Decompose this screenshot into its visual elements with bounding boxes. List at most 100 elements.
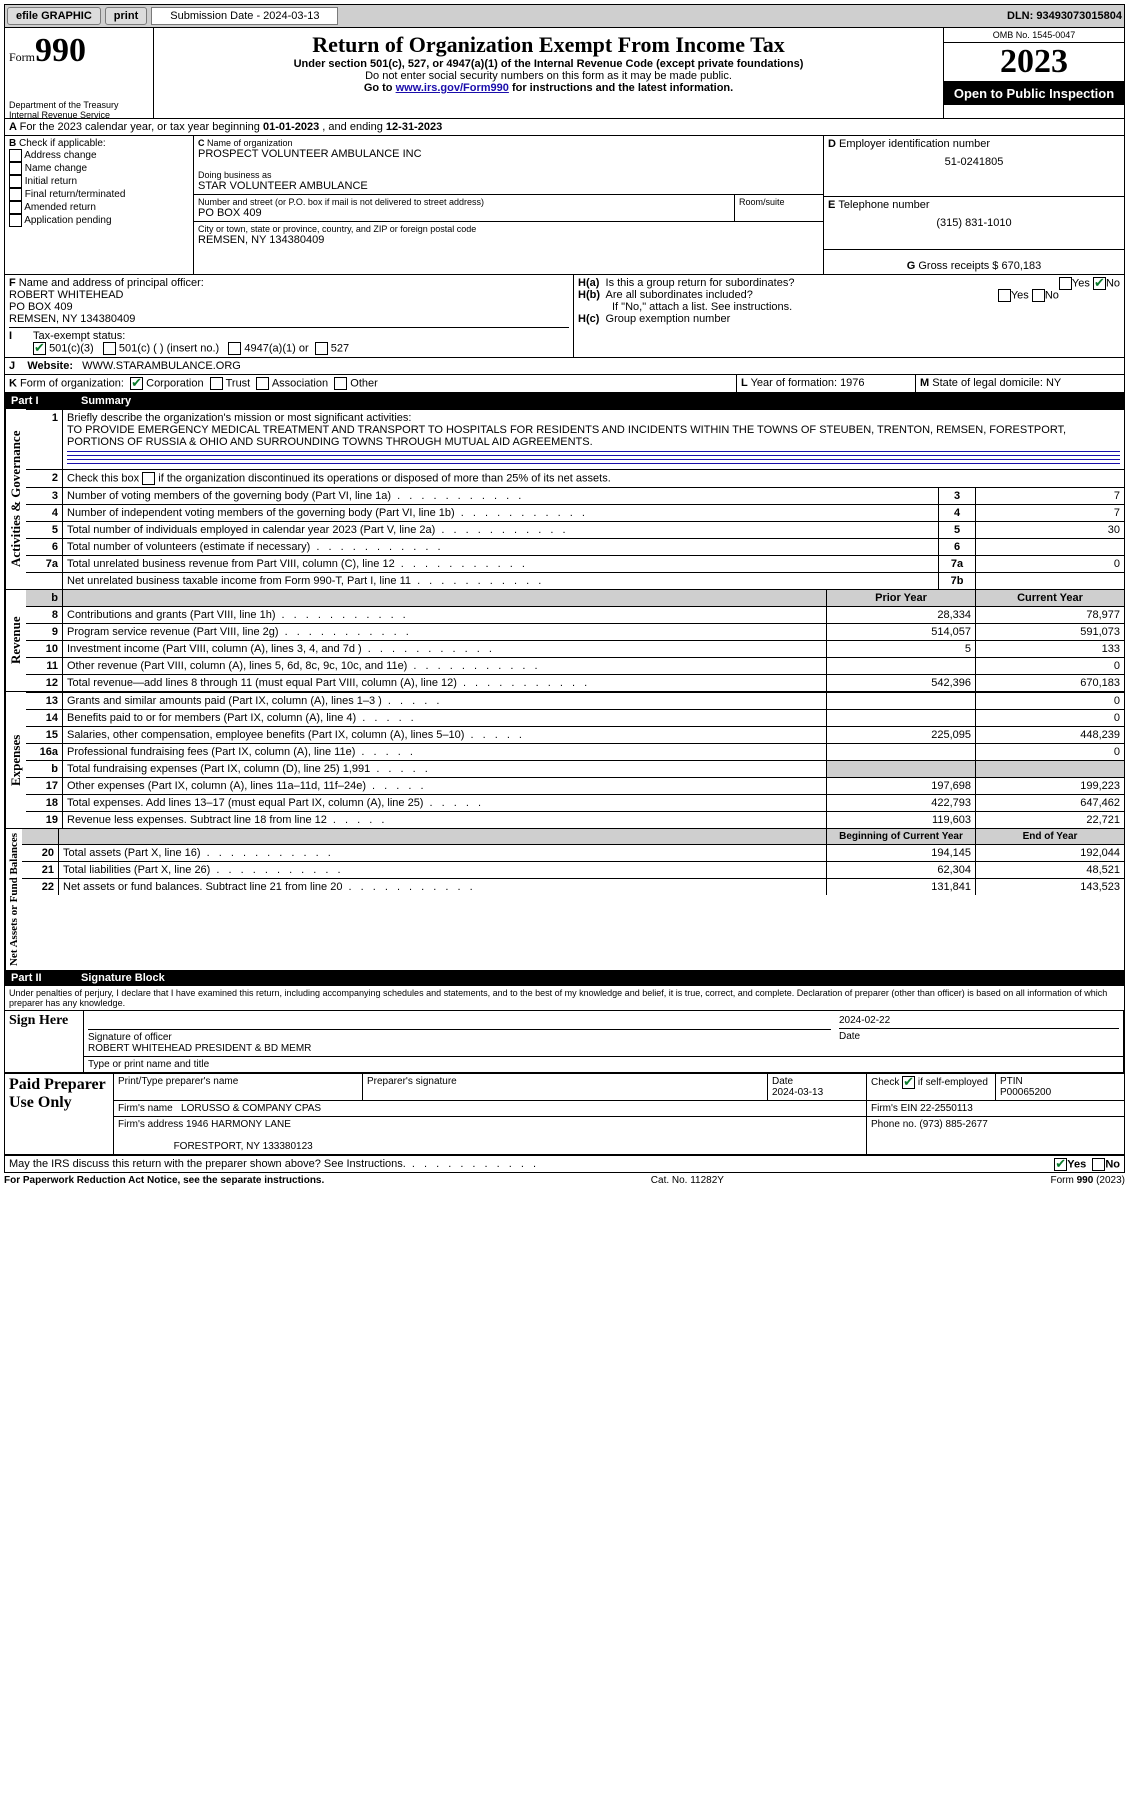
vlabel-governance: Activities & Governance — [5, 409, 26, 589]
footer-mid: Cat. No. 11282Y — [651, 1175, 724, 1186]
phone-value: (315) 831-1010 — [828, 211, 1120, 229]
firm-ein: 22-2550113 — [920, 1103, 973, 1114]
dln: DLN: 93493073015804 — [1007, 10, 1122, 22]
gross-label: Gross receipts $ — [918, 260, 998, 272]
cb-ha-no[interactable] — [1093, 277, 1106, 290]
domicile: NY — [1046, 377, 1061, 389]
cb-amended[interactable] — [9, 201, 22, 214]
firm-ein-label: Firm's EIN — [871, 1103, 917, 1114]
ptin: P00065200 — [1000, 1087, 1051, 1098]
cb-q2[interactable] — [142, 472, 155, 485]
dba-name: STAR VOLUNTEER AMBULANCE — [198, 180, 819, 192]
discuss-label: May the IRS discuss this return with the… — [9, 1158, 539, 1170]
irs-link[interactable]: www.irs.gov/Form990 — [396, 82, 509, 94]
omb-number: OMB No. 1545-0047 — [944, 28, 1124, 43]
org-name: PROSPECT VOLUNTEER AMBULANCE INC — [198, 148, 819, 160]
hb-note: If "No," attach a list. See instructions… — [578, 301, 1120, 313]
cb-corp[interactable] — [130, 377, 143, 390]
officer-name: ROBERT WHITEHEAD — [9, 289, 124, 301]
cb-4947[interactable] — [228, 342, 241, 355]
prep-date-label: Date — [772, 1076, 793, 1087]
firm-name-label: Firm's name — [118, 1103, 173, 1114]
line-a: A For the 2023 calendar year, or tax yea… — [5, 119, 1124, 136]
cb-527[interactable] — [315, 342, 328, 355]
phone-label: Telephone number — [838, 199, 929, 211]
cb-address-change[interactable] — [9, 149, 22, 162]
ha-label: Is this a group return for subordinates? — [606, 277, 795, 289]
website-value: WWW.STARAMBULANCE.ORG — [82, 360, 241, 372]
dba-label: Doing business as — [198, 170, 819, 180]
paid-preparer: Paid Preparer Use Only — [5, 1074, 114, 1155]
street-address: PO BOX 409 — [198, 207, 730, 219]
subtitle-2: Do not enter social security numbers on … — [162, 70, 935, 82]
gross-value: 670,183 — [1002, 260, 1042, 272]
street-label: Number and street (or P.O. box if mail i… — [198, 197, 730, 207]
col-eoy: End of Year — [976, 829, 1125, 844]
vlabel-expenses: Expenses — [5, 692, 26, 828]
box-b: B Check if applicable: Address change Na… — [5, 136, 194, 274]
year-formation: 1976 — [840, 377, 864, 389]
submission-date: Submission Date - 2024-03-13 — [151, 7, 338, 25]
year-formation-label: Year of formation: — [751, 377, 837, 389]
firm-addr2: FORESTPORT, NY 133380123 — [174, 1141, 313, 1152]
dept-irs: Internal Revenue Service — [9, 110, 149, 120]
form-org-label: Form of organization: — [20, 377, 124, 389]
firm-phone: (973) 885-2677 — [919, 1119, 987, 1130]
goto-post: for instructions and the latest informat… — [509, 82, 733, 94]
form-title: Return of Organization Exempt From Incom… — [162, 32, 935, 58]
cb-assoc[interactable] — [256, 377, 269, 390]
cb-discuss-yes[interactable] — [1054, 1158, 1067, 1171]
tax-exempt-label: Tax-exempt status: — [33, 330, 125, 342]
footer-left: For Paperwork Reduction Act Notice, see … — [4, 1175, 324, 1186]
cb-501c[interactable] — [103, 342, 116, 355]
sig-date: 2024-02-22 — [839, 1015, 890, 1026]
type-name-label: Type or print name and title — [84, 1057, 1124, 1073]
cb-name-change[interactable] — [9, 162, 22, 175]
perjury-text: Under penalties of perjury, I declare th… — [5, 986, 1124, 1010]
cb-discuss-no[interactable] — [1092, 1158, 1105, 1171]
vlabel-netassets: Net Assets or Fund Balances — [5, 829, 22, 970]
part2-header: Part IISignature Block — [5, 970, 1124, 986]
cb-self-emp[interactable] — [902, 1076, 915, 1089]
room-label: Room/suite — [739, 197, 819, 207]
ptin-label: PTIN — [1000, 1076, 1023, 1087]
officer-label: Name and address of principal officer: — [19, 277, 204, 289]
officer-name-title: ROBERT WHITEHEAD PRESIDENT & BD MEMR — [88, 1043, 311, 1054]
officer-addr2: REMSEN, NY 134380409 — [9, 313, 135, 325]
efile-topbar: efile GRAPHIC print Submission Date - 20… — [4, 4, 1125, 28]
cb-other[interactable] — [334, 377, 347, 390]
col-boy: Beginning of Current Year — [827, 829, 976, 844]
ein-label: Employer identification number — [839, 138, 990, 150]
cb-hb-no[interactable] — [1032, 289, 1045, 302]
cb-501c3[interactable] — [33, 342, 46, 355]
firm-addr1: 1946 HARMONY LANE — [186, 1119, 291, 1130]
vlabel-revenue: Revenue — [5, 590, 26, 691]
cb-app-pending[interactable] — [9, 214, 22, 227]
print-btn[interactable]: print — [105, 7, 147, 25]
sig-officer-label: Signature of officer — [88, 1032, 172, 1043]
firm-name: LORUSSO & COMPANY CPAS — [181, 1103, 321, 1114]
cb-trust[interactable] — [210, 377, 223, 390]
efile-graphic-btn[interactable]: efile GRAPHIC — [7, 7, 101, 25]
org-name-label: Name of organization — [207, 138, 293, 148]
cb-initial-return[interactable] — [9, 175, 22, 188]
ein-value: 51-0241805 — [828, 150, 1120, 168]
cb-final-return[interactable] — [9, 188, 22, 201]
sign-here: Sign Here — [5, 1011, 84, 1073]
mission-text: TO PROVIDE EMERGENCY MEDICAL TREATMENT A… — [67, 424, 1066, 448]
date-label: Date — [839, 1031, 860, 1042]
cb-hb-yes[interactable] — [998, 289, 1011, 302]
form-word: Form — [9, 50, 35, 64]
subtitle-1: Under section 501(c), 527, or 4947(a)(1)… — [162, 58, 935, 70]
city-label: City or town, state or province, country… — [198, 224, 819, 234]
cb-ha-yes[interactable] — [1059, 277, 1072, 290]
col-prior: Prior Year — [827, 590, 976, 606]
col-current: Current Year — [976, 590, 1125, 606]
firm-phone-label: Phone no. — [871, 1119, 917, 1130]
dept-treasury: Department of the Treasury — [9, 100, 149, 110]
footer-right: Form 990 (2023) — [1051, 1175, 1125, 1186]
form-number: 990 — [35, 32, 86, 69]
hb-label: Are all subordinates included? — [606, 289, 753, 301]
prep-name-label: Print/Type preparer's name — [118, 1076, 238, 1087]
tax-year: 2023 — [944, 43, 1124, 82]
